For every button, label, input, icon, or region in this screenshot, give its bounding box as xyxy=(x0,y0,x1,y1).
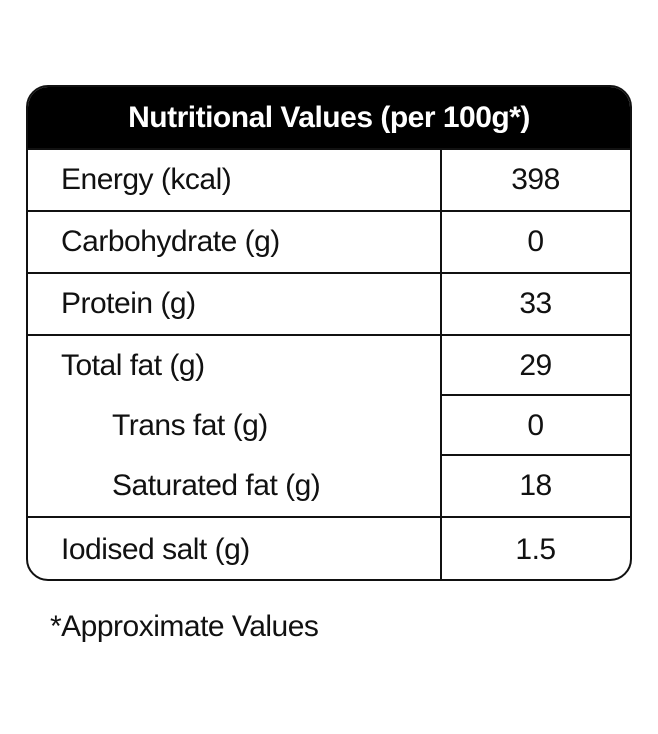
row-value: 29 xyxy=(519,349,552,382)
nutrition-table: Nutritional Values (per 100g*) Energy (k… xyxy=(26,85,632,581)
row-label: Energy (kcal) xyxy=(61,163,232,196)
row-value: 1.5 xyxy=(515,532,556,566)
table-row: Carbohydrate (g) 0 xyxy=(28,212,630,274)
row-value: 0 xyxy=(527,409,544,442)
footnote: *Approximate Values xyxy=(50,610,319,643)
row-label: Iodised salt (g) xyxy=(61,532,250,566)
column-divider xyxy=(440,150,442,579)
row-label: Trans fat (g) xyxy=(112,409,268,442)
row-label: Carbohydrate (g) xyxy=(61,225,280,258)
table-row: Trans fat (g) 0 xyxy=(28,396,630,456)
row-label: Total fat (g) xyxy=(61,349,205,382)
row-value: 0 xyxy=(527,225,544,258)
row-label: Saturated fat (g) xyxy=(112,469,321,502)
table-row: Energy (kcal) 398 xyxy=(28,150,630,212)
row-label: Protein (g) xyxy=(61,287,196,320)
table-row: Saturated fat (g) 18 xyxy=(28,456,630,518)
table-row: Iodised salt (g) 1.5 xyxy=(28,518,630,579)
row-value: 398 xyxy=(511,163,560,196)
row-value: 18 xyxy=(519,469,552,502)
table-row: Total fat (g) 29 xyxy=(28,336,630,396)
table-body: Energy (kcal) 398 Carbohydrate (g) 0 Pro… xyxy=(28,150,630,579)
table-row: Protein (g) 33 xyxy=(28,274,630,336)
row-value: 33 xyxy=(519,287,552,320)
table-title: Nutritional Values (per 100g*) xyxy=(28,87,630,150)
